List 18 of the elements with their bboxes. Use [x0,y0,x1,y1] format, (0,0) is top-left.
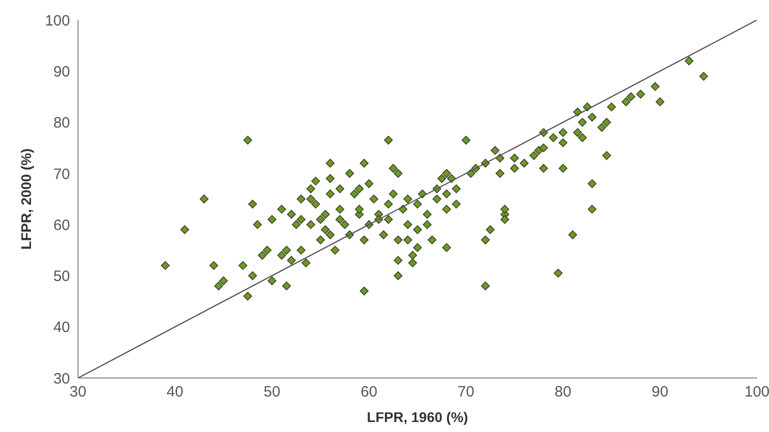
y-tick-label: 70 [53,166,70,183]
x-axis-title: LFPR, 1960 (%) [366,409,468,425]
y-tick-label: 40 [53,319,70,336]
y-tick-label: 60 [53,216,70,234]
x-tick-label: 30 [70,384,86,401]
x-tick-label: 60 [360,384,378,401]
x-tick-label: 90 [652,384,668,401]
y-tick-label: 50 [53,268,70,286]
x-tick-label: 80 [554,384,572,401]
y-axis-title: LFPR, 2000 (%) [18,148,34,250]
y-tick-label: 80 [53,114,70,132]
x-tick-label: 50 [264,384,280,401]
x-tick-label: 70 [458,384,474,401]
y-tick-label: 30 [53,370,70,388]
y-tick-label: 90 [53,63,70,80]
y-tick-label: 100 [44,12,70,30]
x-tick-label: 40 [166,384,184,401]
x-tick-label: 100 [744,384,769,401]
